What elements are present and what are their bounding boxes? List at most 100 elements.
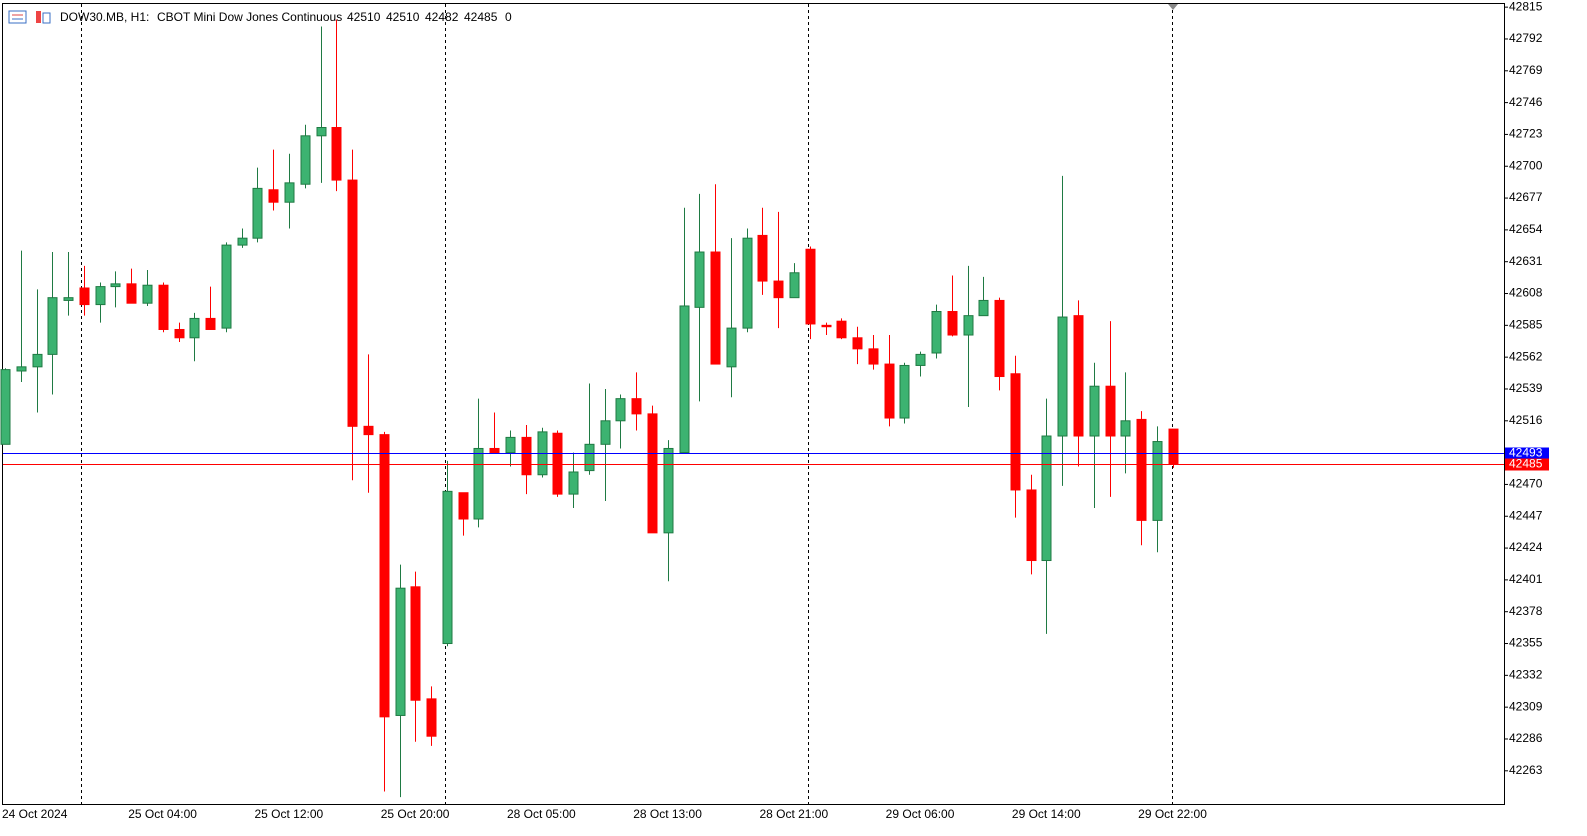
x-tick-label: 25 Oct 20:00 bbox=[381, 807, 450, 821]
candle-body bbox=[47, 297, 58, 355]
candle-body bbox=[663, 447, 674, 534]
candle-body bbox=[32, 353, 43, 368]
y-tick-label: 42677 bbox=[1509, 190, 1543, 204]
x-tick-label: 29 Oct 14:00 bbox=[1012, 807, 1081, 821]
candle-body bbox=[1089, 385, 1100, 437]
candle-body bbox=[0, 369, 11, 445]
candle-body bbox=[868, 348, 879, 365]
candle-body bbox=[189, 317, 200, 339]
candle-body bbox=[237, 237, 248, 246]
y-tick-label: 42815 bbox=[1509, 0, 1543, 13]
chart-title: CBOT Mini Dow Jones Continuous bbox=[157, 10, 342, 24]
header-low: 42482 bbox=[425, 10, 459, 24]
candle-body bbox=[742, 237, 753, 329]
y-tick-label: 42332 bbox=[1509, 668, 1543, 682]
candle-body bbox=[600, 420, 611, 445]
candle-body bbox=[110, 283, 121, 288]
y-tick-label: 42746 bbox=[1509, 95, 1543, 109]
y-tick-label: 42447 bbox=[1509, 508, 1543, 522]
x-tick-label: 28 Oct 05:00 bbox=[507, 807, 576, 821]
candle-body bbox=[1120, 420, 1131, 437]
candle-body bbox=[615, 398, 626, 422]
candle-body bbox=[174, 328, 185, 339]
candle-body bbox=[395, 587, 406, 716]
candle-body bbox=[458, 492, 469, 520]
candle-body bbox=[679, 305, 690, 454]
y-tick-label: 42263 bbox=[1509, 763, 1543, 777]
price-label-box bbox=[1505, 447, 1549, 460]
x-tick-label: 28 Oct 13:00 bbox=[633, 807, 702, 821]
y-tick-label: 42723 bbox=[1509, 127, 1543, 141]
header-close: 42485 bbox=[464, 10, 498, 24]
candle-body bbox=[521, 436, 532, 476]
candle-body bbox=[126, 283, 137, 304]
candle-body bbox=[931, 311, 942, 354]
y-tick-label: 42608 bbox=[1509, 286, 1543, 300]
y-tick-label: 42700 bbox=[1509, 158, 1543, 172]
x-tick-label: 24 Oct 2024 bbox=[2, 807, 68, 821]
candle-body bbox=[442, 490, 453, 645]
candle-body bbox=[1136, 418, 1147, 521]
candle-body bbox=[1168, 428, 1179, 465]
candle-body bbox=[584, 443, 595, 472]
y-tick-label: 42539 bbox=[1509, 381, 1543, 395]
candle-body bbox=[915, 353, 926, 366]
candle-body bbox=[379, 434, 390, 718]
y-tick-label: 42562 bbox=[1509, 349, 1543, 363]
icon bbox=[8, 10, 27, 24]
candle-body bbox=[947, 311, 958, 336]
candle-body bbox=[505, 436, 516, 454]
candle-body bbox=[142, 284, 153, 304]
candle-body bbox=[836, 320, 847, 339]
candle-body bbox=[1010, 373, 1021, 491]
x-tick-label: 29 Oct 22:00 bbox=[1138, 807, 1207, 821]
candle-body bbox=[694, 251, 705, 308]
candle-body bbox=[726, 327, 737, 368]
candle-body bbox=[978, 299, 989, 317]
price-label: 42485 bbox=[1509, 457, 1543, 471]
current-bar-marker bbox=[1168, 4, 1178, 10]
candle-body bbox=[994, 299, 1005, 378]
y-tick-label: 42654 bbox=[1509, 222, 1543, 236]
y-tick-label: 42631 bbox=[1509, 254, 1543, 268]
header-icons bbox=[8, 10, 51, 24]
candle-body bbox=[805, 248, 816, 325]
header-open: 42510 bbox=[347, 10, 381, 24]
y-tick-label: 42309 bbox=[1509, 699, 1543, 713]
icon bbox=[42, 12, 51, 24]
candle-body bbox=[347, 179, 358, 427]
candle-body bbox=[821, 324, 832, 328]
header-info: 0 bbox=[505, 10, 512, 24]
candle-body bbox=[473, 447, 484, 520]
price-label: 42493 bbox=[1509, 446, 1543, 460]
candle-body bbox=[316, 127, 327, 137]
candle-body bbox=[899, 364, 910, 419]
candle-body bbox=[773, 280, 784, 299]
symbol: DOW30.MB, H1: bbox=[60, 10, 149, 24]
candle-body bbox=[789, 272, 800, 299]
x-tick-label: 25 Oct 12:00 bbox=[254, 807, 323, 821]
candle-body bbox=[158, 284, 169, 330]
candle-body bbox=[1073, 315, 1084, 437]
candle-body bbox=[268, 189, 279, 203]
candle-body bbox=[63, 297, 74, 301]
candle-body bbox=[568, 471, 579, 495]
candle-body bbox=[884, 363, 895, 419]
candle-body bbox=[1152, 441, 1163, 521]
y-tick-label: 42792 bbox=[1509, 31, 1543, 45]
y-tick-label: 42470 bbox=[1509, 477, 1543, 491]
candle-body bbox=[95, 286, 106, 306]
candle-body bbox=[963, 315, 974, 336]
candle-body bbox=[410, 586, 421, 701]
separators bbox=[81, 4, 1173, 804]
candle-body bbox=[1105, 385, 1116, 437]
candle-body bbox=[1026, 489, 1037, 562]
y-tick-label: 42769 bbox=[1509, 63, 1543, 77]
candle-body bbox=[647, 413, 658, 534]
candle-body bbox=[221, 244, 232, 329]
candle-body bbox=[757, 234, 768, 282]
y-tick-label: 42378 bbox=[1509, 604, 1543, 618]
x-tick-label: 25 Oct 04:00 bbox=[128, 807, 197, 821]
